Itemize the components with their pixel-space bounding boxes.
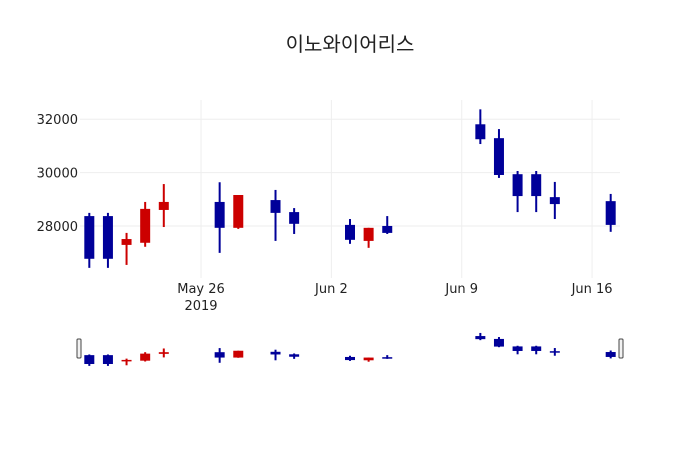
candle[interactable] <box>549 181 560 220</box>
range-slider-candles <box>84 332 616 366</box>
candle-body <box>493 138 504 175</box>
candle-body <box>382 225 393 233</box>
candle[interactable] <box>363 227 374 248</box>
candle[interactable] <box>382 216 393 234</box>
candles-main[interactable] <box>84 109 616 268</box>
candle-body <box>270 351 281 355</box>
y-tick-label: 32000 <box>37 113 78 128</box>
x-tick-label: Jun 16 <box>571 282 613 297</box>
candle-body <box>475 124 486 140</box>
candle[interactable] <box>102 212 113 268</box>
candle-body <box>121 239 132 245</box>
candle-body <box>345 224 355 240</box>
candle-body <box>475 336 486 340</box>
range-slider-right-handle[interactable] <box>618 338 624 359</box>
candle-body <box>345 356 355 361</box>
gridlines <box>80 100 620 278</box>
slider-candle <box>214 348 225 363</box>
candle-body <box>549 197 560 205</box>
slider-candle <box>493 337 504 348</box>
slider-candle <box>531 345 542 355</box>
x-axis-ticks: May 26 2019 Jun 2 Jun 9 Jun 16 <box>177 282 612 314</box>
candle[interactable] <box>121 232 132 265</box>
candle[interactable] <box>531 170 542 213</box>
candle-body <box>382 357 393 359</box>
candle-body <box>158 201 169 210</box>
range-slider-left-handle[interactable] <box>76 338 82 359</box>
candle-body <box>363 357 374 361</box>
candle-body <box>121 359 132 362</box>
slider-candle <box>289 353 300 359</box>
candle-body <box>531 174 542 197</box>
candle-body <box>531 346 542 351</box>
candle-body <box>512 174 523 197</box>
slider-candle <box>270 349 281 361</box>
candle-body <box>84 355 95 365</box>
slider-candle <box>512 345 523 355</box>
candle-body <box>233 195 244 228</box>
x-tick-year-label: 2019 <box>184 299 217 314</box>
candle-body <box>140 353 151 361</box>
x-tick-label: May 26 <box>177 282 225 297</box>
candle[interactable] <box>214 182 225 253</box>
slider-candle <box>363 357 374 362</box>
slider-candle <box>158 348 169 358</box>
range-slider[interactable] <box>76 332 624 366</box>
slider-candle <box>121 358 132 366</box>
slider-candle <box>84 354 95 366</box>
candle-body <box>605 352 616 357</box>
candle[interactable] <box>270 189 281 241</box>
candle[interactable] <box>84 212 95 268</box>
candle-body <box>140 208 151 243</box>
slider-candle <box>605 350 616 359</box>
candle[interactable] <box>512 170 523 213</box>
slider-candle <box>382 355 393 359</box>
candle-body <box>214 352 225 358</box>
chart-title: 이노와이어리스 <box>285 32 415 56</box>
candle-body <box>493 338 504 347</box>
candle-body <box>289 212 300 224</box>
candle-body <box>363 227 374 241</box>
candle-body <box>84 216 95 259</box>
slider-candle <box>233 350 244 358</box>
slider-candle <box>140 352 151 362</box>
y-axis-ticks: 28000 30000 32000 <box>37 113 78 235</box>
candle-body <box>512 346 523 351</box>
candle[interactable] <box>158 184 169 228</box>
candle-body <box>214 201 225 228</box>
candle-body <box>549 351 560 353</box>
candle[interactable] <box>345 219 355 244</box>
candle-body <box>233 350 244 358</box>
y-tick-label: 28000 <box>37 220 78 235</box>
candle[interactable] <box>289 208 300 234</box>
candle-body <box>158 352 169 354</box>
candle[interactable] <box>233 195 244 229</box>
candle-body <box>102 216 113 259</box>
x-tick-label: Jun 2 <box>314 282 348 297</box>
y-tick-label: 30000 <box>37 167 78 182</box>
candle-body <box>289 354 300 357</box>
slider-candle <box>102 354 113 366</box>
candle-body <box>102 355 113 365</box>
slider-candle <box>345 355 355 361</box>
candle[interactable] <box>605 193 616 232</box>
candle-body <box>270 200 281 213</box>
candle[interactable] <box>493 129 504 178</box>
candle-body <box>605 201 616 225</box>
x-tick-label: Jun 9 <box>444 282 478 297</box>
slider-candle <box>475 332 486 341</box>
slider-candle <box>549 348 560 356</box>
candle[interactable] <box>475 109 486 145</box>
candle[interactable] <box>140 201 151 247</box>
